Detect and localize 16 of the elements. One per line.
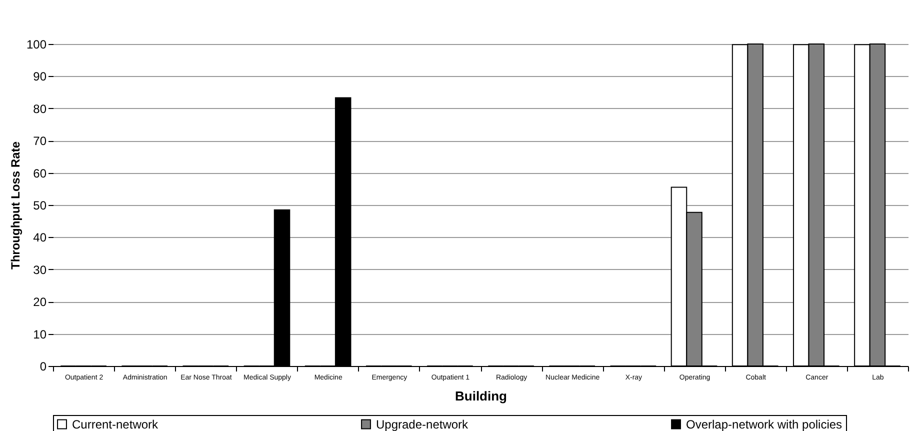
y-tick-label: 80 <box>33 102 47 116</box>
y-tick-label: 40 <box>33 230 47 245</box>
y-tick-label: 100 <box>26 38 47 52</box>
y-tick-label: 70 <box>33 134 47 148</box>
y-axis-title: Throughput Loss Rate <box>8 141 22 270</box>
x-axis-title: Building <box>455 388 508 404</box>
y-tick-label: 20 <box>33 295 47 310</box>
legend-label: Upgrade-network <box>376 417 470 431</box>
y-tick-label: 30 <box>33 262 47 277</box>
y-tick-label: 60 <box>33 166 47 180</box>
legend-label: Overlap-network with policies <box>686 417 842 431</box>
y-tick-label: 0 <box>40 360 47 374</box>
y-tick-label: 90 <box>33 70 47 84</box>
y-tick-label: 50 <box>33 198 47 212</box>
legend-label: Current-network <box>72 417 160 431</box>
y-tick-label: 10 <box>33 327 47 342</box>
